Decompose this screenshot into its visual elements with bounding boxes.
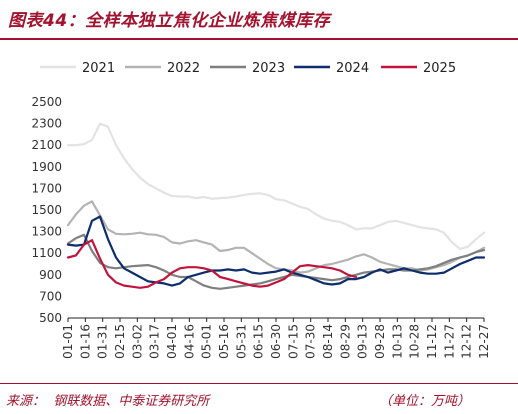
series-line-2022 bbox=[66, 200, 486, 274]
x-tick-label: 07-30 bbox=[304, 324, 318, 359]
x-tick-label: 01-16 bbox=[78, 324, 92, 359]
x-tick-label: 05-31 bbox=[234, 324, 248, 359]
legend-label-2025: 2025 bbox=[423, 61, 456, 76]
y-tick-label: 700 bbox=[39, 289, 62, 303]
source-note: 来源： 钢联数据、中泰证券研究所 bbox=[6, 394, 210, 409]
x-tick-label: 11-12 bbox=[425, 324, 439, 359]
legend-label-2021: 2021 bbox=[82, 61, 115, 76]
y-tick-label: 1900 bbox=[31, 160, 62, 174]
x-tick-label: 12-12 bbox=[460, 324, 474, 359]
y-tick-label: 1500 bbox=[31, 203, 62, 217]
x-tick-label: 03-17 bbox=[148, 324, 162, 359]
x-tick-label: 04-16 bbox=[182, 324, 196, 359]
y-tick-label: 900 bbox=[39, 268, 62, 282]
title-rule bbox=[0, 38, 518, 40]
chart-axes: 500 700 900 1100 1300 1500 1700 1900 2100 2300 250… bbox=[31, 95, 491, 359]
series-line-2021 bbox=[66, 122, 486, 250]
x-tick-label: 07-15 bbox=[286, 324, 300, 359]
x-tick-label: 09-13 bbox=[356, 324, 370, 359]
line-chart: 2021 2022 2023 2024 2025 500 700 900 1100 1300 15… bbox=[31, 61, 491, 359]
series-line-2024 bbox=[66, 215, 486, 287]
series-line-2025 bbox=[66, 239, 358, 289]
x-tick-label: 09-28 bbox=[373, 324, 387, 359]
x-tick-label: 08-14 bbox=[321, 324, 335, 359]
chart-series bbox=[66, 122, 486, 290]
unit-note: （单位：万吨） bbox=[378, 394, 470, 409]
x-tick-label: 04-01 bbox=[165, 324, 179, 359]
legend-label-2022: 2022 bbox=[167, 61, 200, 76]
x-tick-label: 05-16 bbox=[217, 324, 231, 359]
legend-label-2023: 2023 bbox=[252, 61, 285, 76]
x-tick-label: 06-30 bbox=[269, 324, 283, 359]
x-tick-label: 10-13 bbox=[390, 324, 404, 359]
y-tick-label: 2500 bbox=[31, 95, 62, 109]
chart-legend: 2021 2022 2023 2024 2025 bbox=[40, 61, 456, 76]
y-tick-label: 1100 bbox=[31, 246, 62, 260]
y-tick-label: 1700 bbox=[31, 181, 62, 195]
x-tick-label: 05-01 bbox=[200, 324, 214, 359]
legend-label-2024: 2024 bbox=[336, 61, 369, 76]
series-line-2023 bbox=[66, 233, 486, 290]
y-tick-label: 500 bbox=[39, 311, 62, 325]
footer-rule bbox=[0, 383, 518, 384]
x-tick-label: 03-02 bbox=[130, 324, 144, 359]
x-tick-label: 12-27 bbox=[477, 324, 491, 359]
y-tick-label: 2300 bbox=[31, 117, 62, 131]
x-tick-label: 11-27 bbox=[442, 324, 456, 359]
x-tick-label: 10-28 bbox=[408, 324, 422, 359]
x-tick-label: 06-15 bbox=[252, 324, 266, 359]
x-tick-label: 02-15 bbox=[113, 324, 127, 359]
x-tick-label: 01-01 bbox=[61, 324, 75, 359]
figure-title: 图表44：全样本独立焦化企业炼焦煤库存 bbox=[8, 11, 331, 31]
x-tick-label: 08-29 bbox=[338, 324, 352, 359]
y-tick-label: 1300 bbox=[31, 225, 62, 239]
x-tick-label: 01-31 bbox=[96, 324, 110, 359]
y-tick-label: 2100 bbox=[31, 138, 62, 152]
